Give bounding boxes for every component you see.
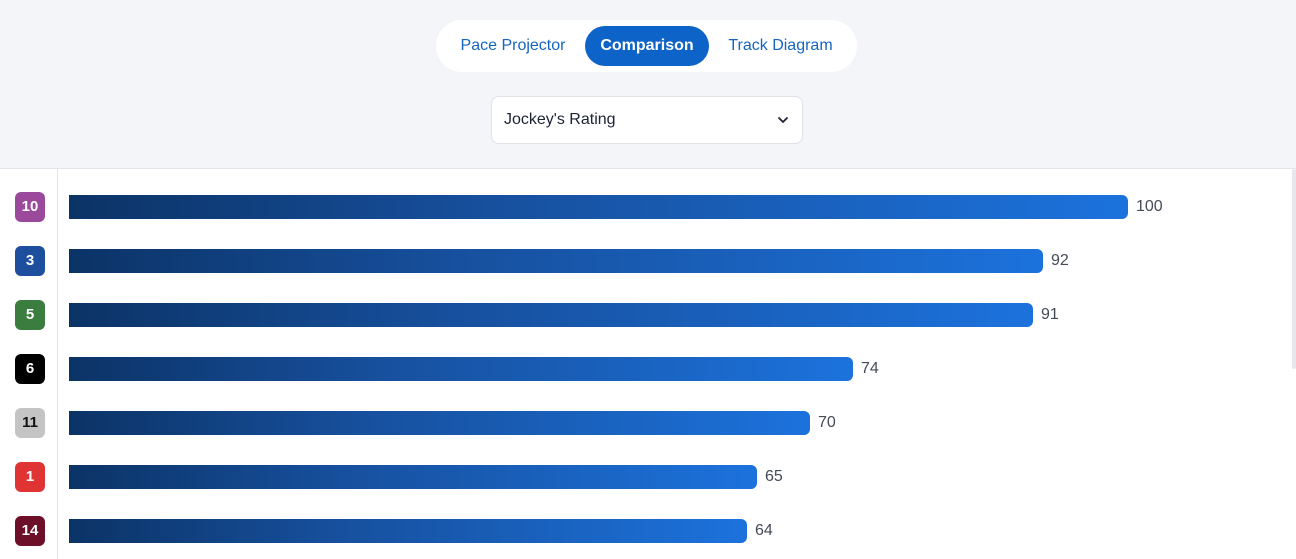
bar-value-label: 91	[1041, 306, 1059, 323]
bar-runner-3	[69, 249, 1043, 273]
runner-number-badge[interactable]: 3	[15, 246, 45, 276]
bar-runner-1	[69, 465, 757, 489]
bar-row-5: 5 91	[0, 295, 1296, 335]
bar-runner-14	[69, 519, 747, 543]
bar-row-10: 10 100	[0, 187, 1296, 227]
scrollbar[interactable]	[1292, 169, 1296, 369]
bar-row-1: 1 65	[0, 457, 1296, 497]
bar-value-label: 74	[861, 360, 879, 377]
comparison-bar-chart: 10 100 3 92 5 91 6 74 11 70 1 65 14 64	[0, 169, 1296, 559]
runner-number-badge[interactable]: 5	[15, 300, 45, 330]
view-tabs: Pace Projector Comparison Track Diagram	[436, 20, 857, 72]
tab-pace-projector[interactable]: Pace Projector	[460, 37, 566, 54]
bar-row-14: 14 64	[0, 511, 1296, 551]
tab-comparison[interactable]: Comparison	[585, 26, 709, 66]
bar-value-label: 70	[818, 414, 836, 431]
bar-row-11: 11 70	[0, 403, 1296, 443]
bar-runner-5	[69, 303, 1033, 327]
bar-value-label: 64	[755, 522, 773, 539]
chevron-down-icon	[778, 117, 788, 123]
runner-number-badge[interactable]: 11	[15, 408, 45, 438]
tab-track-diagram[interactable]: Track Diagram	[728, 37, 833, 54]
metric-select-value: Jockey's Rating	[504, 111, 616, 128]
bar-value-label: 92	[1051, 252, 1069, 269]
runner-number-badge[interactable]: 1	[15, 462, 45, 492]
bar-runner-10	[69, 195, 1128, 219]
bar-row-6: 6 74	[0, 349, 1296, 389]
runner-number-badge[interactable]: 14	[15, 516, 45, 546]
runner-number-badge[interactable]: 6	[15, 354, 45, 384]
metric-select[interactable]: Jockey's Rating	[491, 96, 803, 144]
bar-row-3: 3 92	[0, 241, 1296, 281]
runner-number-badge[interactable]: 10	[15, 192, 45, 222]
chart-axis-line	[57, 169, 58, 559]
bar-value-label: 65	[765, 468, 783, 485]
bar-value-label: 100	[1136, 198, 1163, 215]
top-controls: Pace Projector Comparison Track Diagram …	[0, 0, 1296, 169]
bar-runner-11	[69, 411, 810, 435]
bar-runner-6	[69, 357, 853, 381]
